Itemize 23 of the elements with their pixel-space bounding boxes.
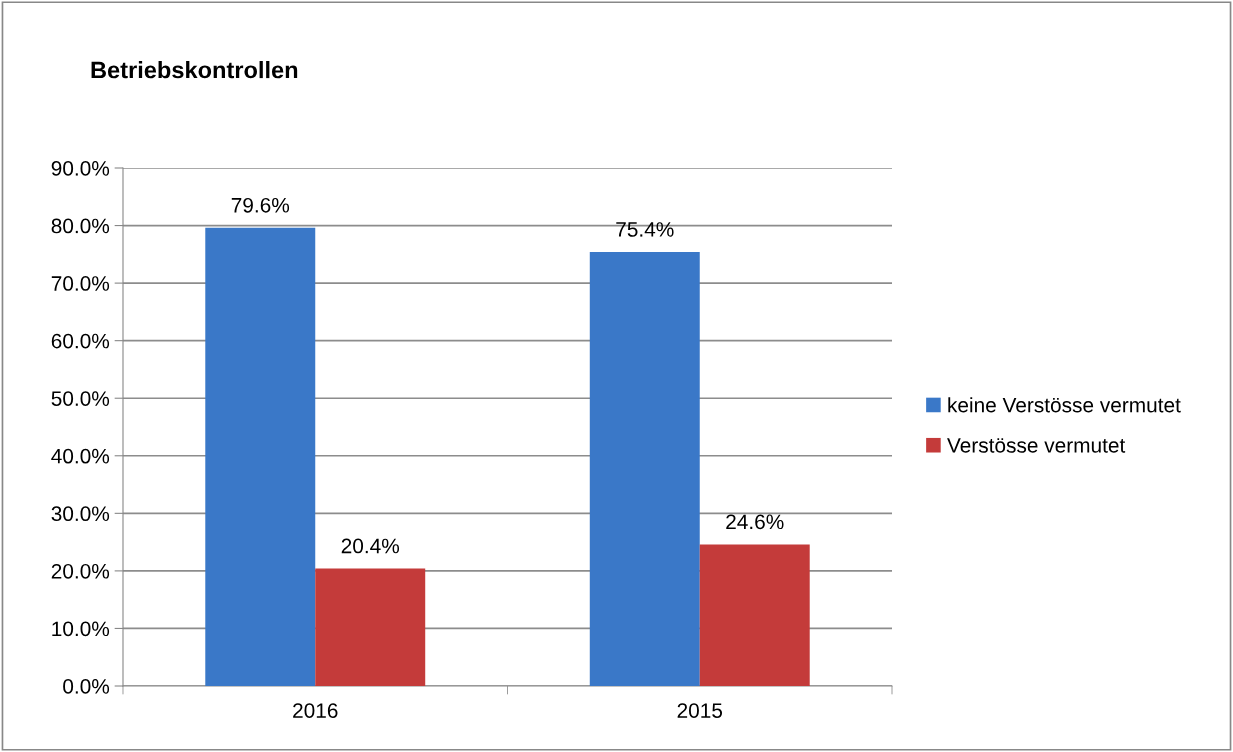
bar	[315, 568, 426, 686]
y-tick-label: 80.0%	[51, 218, 110, 234]
y-tick-label: 60.0%	[51, 333, 110, 349]
y-tick-label: 50.0%	[51, 391, 110, 406]
bar	[589, 252, 700, 686]
chart-title: Betriebskontrollen	[91, 61, 298, 79]
y-tick-label: 90.0%	[51, 161, 110, 176]
bar	[205, 227, 316, 686]
data-label: 75.4%	[616, 222, 674, 237]
y-tick-label: 10.0%	[52, 621, 110, 637]
y-tick-label: 40.0%	[51, 448, 110, 464]
x-tick-label: 2015	[677, 703, 723, 718]
legend-label: keine Verstösse vermutet	[948, 397, 1181, 413]
y-tick-label: 0.0%	[63, 679, 110, 694]
data-label: 79.6%	[231, 197, 290, 213]
y-tick-label: 30.0%	[51, 506, 110, 522]
y-tick-label: 70.0%	[51, 276, 110, 291]
data-label: 20.4%	[341, 538, 400, 554]
y-tick-label: 20.0%	[51, 563, 110, 579]
x-tick-label: 2016	[293, 703, 338, 718]
bar	[699, 544, 810, 686]
data-label: 24.6%	[726, 514, 784, 530]
legend-label: Verstösse vermutet	[947, 438, 1126, 453]
